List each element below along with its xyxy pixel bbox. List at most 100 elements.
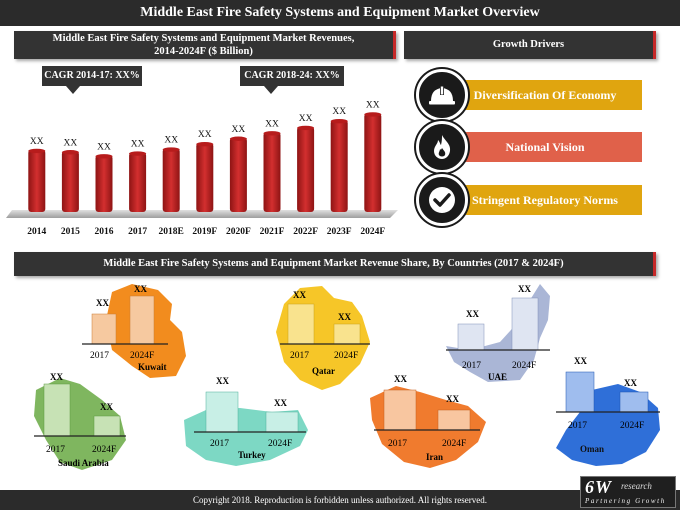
kuwait-label-2024: XX (134, 284, 147, 294)
oman-bar-2024 (619, 391, 649, 413)
uae-label-2017: XX (466, 309, 479, 319)
flame-icon (416, 121, 468, 173)
revenue-bar-2020F (229, 137, 247, 212)
growth-drivers-title: Growth Drivers (404, 31, 656, 59)
country-turkey: XX XX 2017 2024F Turkey (184, 376, 308, 466)
country-share-title: Middle East Fire Safety Systems and Equi… (14, 252, 656, 276)
revenue-bar-cap (330, 119, 348, 124)
saudi-arabia-label-2024: XX (100, 402, 113, 412)
country-saudi-arabia: XX XX 2017 2024F Saudi Arabia (34, 372, 126, 470)
checkmark-icon (416, 174, 468, 226)
revenue-x-tick-label: 2018E (159, 227, 184, 237)
turkey-bar-2024 (265, 411, 299, 433)
country-share-maps: XX XX 2017 2024F Kuwait XX XX 2017 2024F… (34, 284, 660, 470)
kuwait-bar-2024 (129, 295, 155, 345)
turkey-bar-2017 (205, 391, 239, 433)
revenue-x-tick-label: 2023F (327, 227, 352, 237)
oman-name: Oman (580, 444, 604, 454)
revenue-bar-cap (196, 141, 214, 147)
saudi-arabia-bar-2017 (43, 383, 71, 437)
turkey-year-2017: 2017 (210, 439, 229, 449)
revenue-x-tick-label: 2024F (360, 227, 385, 237)
hard-hat-icon (416, 69, 468, 121)
qatar-name: Qatar (312, 366, 335, 376)
revenue-data-label: XX (198, 130, 212, 140)
page-title: Middle East Fire Safety Systems and Equi… (0, 0, 680, 26)
revenue-bar-2016 (95, 155, 113, 212)
revenue-bar-2017 (129, 152, 147, 212)
revenue-bar-cap (28, 148, 46, 154)
qatar-label-2024: XX (338, 312, 351, 322)
turkey-label-2017: XX (216, 376, 229, 386)
revenue-bar-cap (297, 125, 315, 131)
country-kuwait: XX XX 2017 2024F Kuwait (82, 284, 186, 378)
country-iran: XX XX 2017 2024F Iran (370, 374, 486, 468)
iran-label-2024: XX (446, 394, 459, 404)
revenue-data-label: XX (366, 100, 380, 110)
revenue-bar-2022F (297, 126, 315, 212)
saudi-arabia-year-2017: 2017 (46, 445, 65, 455)
revenue-title-line1: Middle East Fire Safety Systems and Equi… (52, 32, 355, 44)
revenue-x-tick-label: 2016 (95, 227, 114, 237)
country-oman: XX XX 2017 2024F Oman (556, 356, 660, 466)
revenue-bar-2018E (162, 148, 180, 212)
oman-year-2024: 2024F (620, 421, 644, 431)
revenue-data-label: XX (131, 140, 145, 150)
iran-label-2017: XX (394, 374, 407, 384)
revenue-x-tick-label: 2020F (226, 227, 251, 237)
logo-suffix: research (621, 481, 652, 491)
uae-map-shape (446, 284, 550, 382)
revenue-bar-2024F (364, 113, 382, 212)
oman-label-2017: XX (574, 356, 587, 366)
qatar-bar-2024 (333, 323, 361, 345)
revenue-panel-title: Middle East Fire Safety Systems and Equi… (14, 31, 396, 59)
turkey-name: Turkey (238, 450, 266, 460)
revenue-x-tick-label: 2021F (260, 227, 285, 237)
revenue-bar-cap (129, 151, 147, 156)
revenue-data-label: XX (164, 136, 178, 146)
saudi-arabia-label-2017: XX (50, 372, 63, 382)
revenue-bar-cap (364, 112, 382, 117)
iran-bar-2017 (383, 389, 417, 431)
kuwait-year-2024: 2024F (130, 351, 154, 361)
driver-national-vision: National Vision (448, 132, 642, 162)
iran-year-2024: 2024F (442, 439, 466, 449)
turkey-year-2024: 2024F (268, 439, 292, 449)
qatar-year-2024: 2024F (334, 351, 358, 361)
kuwait-bar-2017 (91, 313, 117, 345)
kuwait-name: Kuwait (138, 362, 167, 372)
driver-label: Diversification Of Economy (473, 87, 617, 102)
revenue-data-label: XX (30, 137, 44, 147)
turkey-label-2024: XX (274, 398, 287, 408)
logo-tagline: Partnering Growth (585, 497, 666, 505)
revenue-bar-cap (229, 136, 247, 141)
qatar-bar-2017 (287, 303, 315, 345)
revenue-x-tick-label: 2019F (192, 227, 217, 237)
iran-name: Iran (426, 452, 443, 462)
cagr-2014-17-badge: CAGR 2014-17: XX% (42, 66, 142, 94)
uae-name: UAE (488, 372, 507, 382)
revenue-bar-2021F (263, 132, 281, 212)
revenue-bar-2023F (330, 120, 348, 212)
kuwait-label-2017: XX (96, 298, 109, 308)
revenue-x-tick-label: 2015 (61, 227, 80, 237)
oman-year-2017: 2017 (568, 421, 587, 431)
qatar-year-2017: 2017 (290, 351, 309, 361)
iran-bar-2024 (437, 409, 471, 431)
uae-bar-2017 (457, 323, 485, 351)
revenue-x-tick-label: 2017 (128, 227, 147, 237)
kuwait-year-2017: 2017 (90, 351, 109, 361)
driver-label: National Vision (505, 139, 585, 154)
revenue-bar-cap (61, 150, 79, 155)
country-uae: XX XX 2017 2024F UAE (446, 284, 550, 382)
revenue-data-label: XX (64, 138, 78, 148)
saudi-arabia-year-2024: 2024F (92, 445, 116, 455)
uae-bar-2024 (511, 297, 539, 351)
revenue-x-tick-label: 2014 (27, 227, 46, 237)
cagr-2018-24-badge: CAGR 2018-24: XX% (240, 66, 344, 94)
uae-year-2017: 2017 (462, 361, 481, 371)
saudi-arabia-bar-2024 (93, 415, 121, 437)
driver-diversification: Diversification Of Economy (448, 80, 642, 110)
revenue-bar-2019F (196, 143, 214, 212)
iran-year-2017: 2017 (388, 439, 407, 449)
